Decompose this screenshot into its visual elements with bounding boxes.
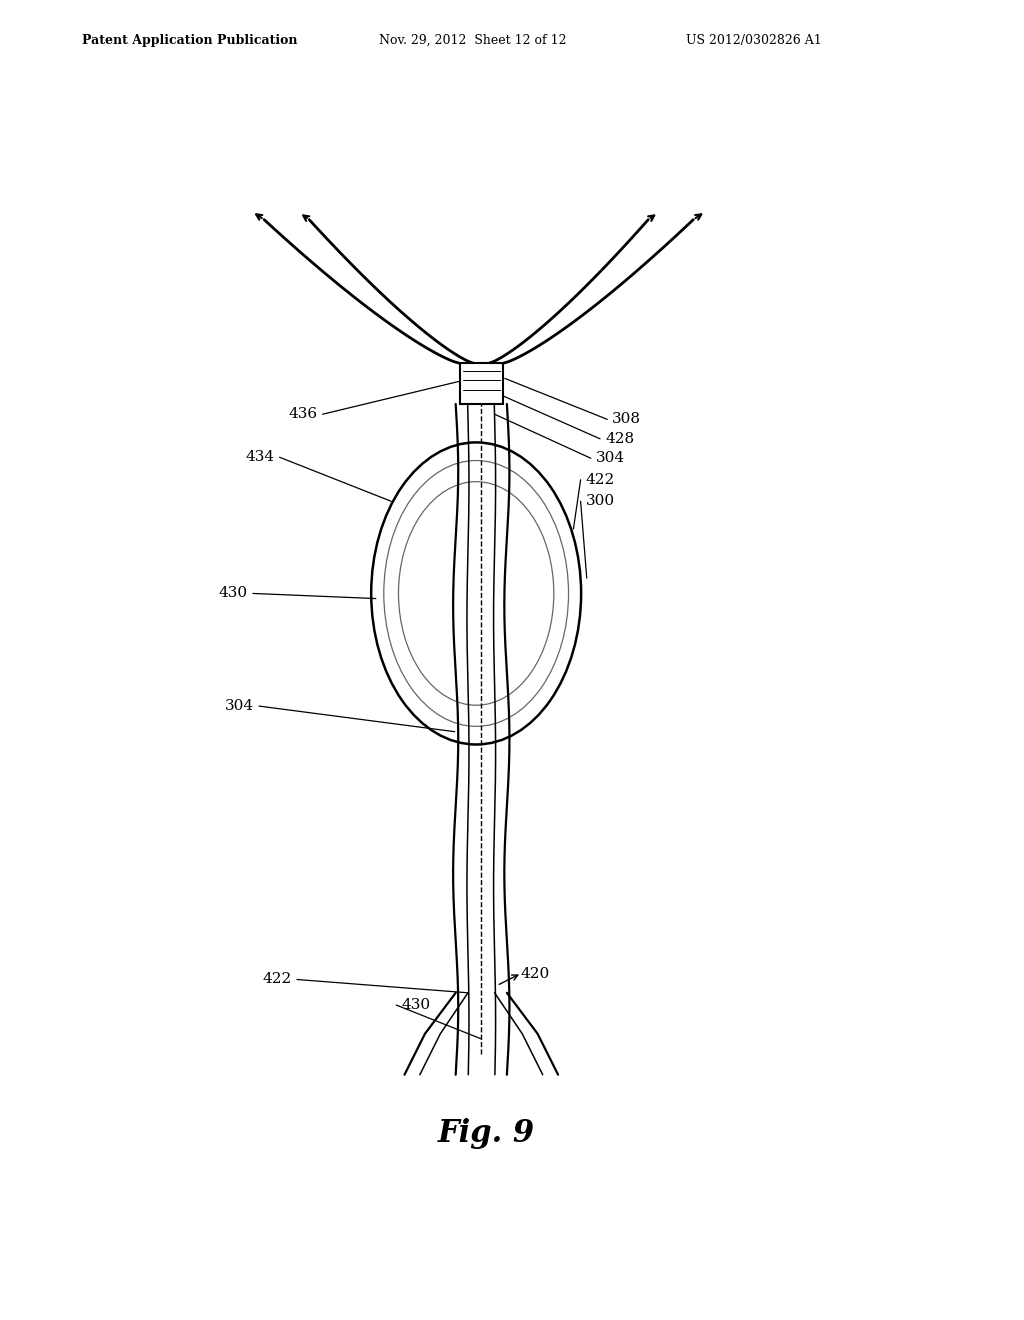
- Bar: [460, 363, 503, 404]
- Text: 428: 428: [605, 432, 634, 446]
- Text: 422: 422: [262, 973, 292, 986]
- Text: 304: 304: [596, 451, 625, 465]
- Text: 434: 434: [246, 450, 274, 465]
- Text: 300: 300: [586, 494, 614, 508]
- Text: US 2012/0302826 A1: US 2012/0302826 A1: [686, 33, 822, 46]
- Text: Fig. 9: Fig. 9: [438, 1118, 535, 1148]
- Text: Patent Application Publication: Patent Application Publication: [82, 33, 297, 46]
- Text: 420: 420: [520, 968, 550, 981]
- Text: 430: 430: [219, 586, 248, 601]
- Text: Nov. 29, 2012  Sheet 12 of 12: Nov. 29, 2012 Sheet 12 of 12: [379, 33, 566, 46]
- Text: 308: 308: [612, 412, 641, 426]
- Text: 304: 304: [225, 700, 254, 713]
- Text: 436: 436: [289, 408, 317, 421]
- Text: 422: 422: [586, 473, 615, 487]
- Text: 430: 430: [401, 998, 430, 1012]
